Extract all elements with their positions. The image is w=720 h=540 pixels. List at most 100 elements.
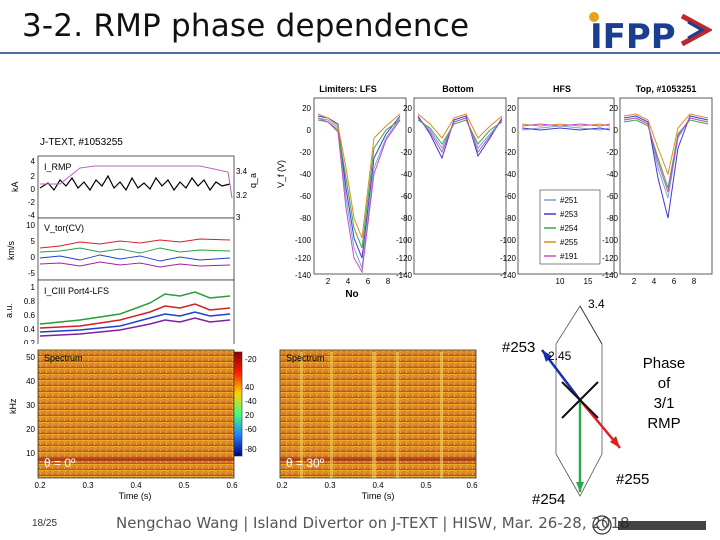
svg-text:5: 5 [31, 237, 36, 246]
svg-text:10: 10 [556, 277, 565, 286]
svg-text:0.3: 0.3 [82, 481, 94, 490]
svg-text:-60: -60 [400, 192, 412, 201]
svg-text:kHz: kHz [8, 398, 18, 414]
svg-text:-140: -140 [396, 271, 413, 280]
spectrum-panel-0 [37, 349, 235, 479]
svg-text:0.4: 0.4 [130, 481, 142, 490]
svg-text:θ = 30º: θ = 30º [286, 456, 325, 470]
svg-text:-40: -40 [400, 170, 412, 179]
timetrace-figure: J-TEXT, #1053255 I_RMP kA 4 2 0 -2 -4 3.… [0, 128, 270, 350]
svg-text:40: 40 [245, 383, 254, 392]
svg-text:0.6: 0.6 [466, 481, 478, 490]
svg-text:-100: -100 [602, 236, 619, 245]
svg-text:6: 6 [672, 277, 677, 286]
svg-text:15: 15 [584, 277, 593, 286]
svg-text:-60: -60 [245, 425, 257, 434]
svg-text:20: 20 [302, 104, 311, 113]
svg-text:of: of [658, 375, 671, 392]
svg-text:0.3: 0.3 [324, 481, 336, 490]
spectrum-panel-1 [279, 349, 477, 479]
svg-text:-5: -5 [28, 269, 36, 278]
svg-text:V_tor(CV): V_tor(CV) [44, 223, 84, 233]
svg-text:20: 20 [245, 411, 254, 420]
svg-text:kA: kA [10, 181, 20, 192]
phase-caption: Phase of 3/1 RMP [643, 355, 686, 432]
svg-text:Spectrum: Spectrum [286, 353, 325, 363]
svg-text:-100: -100 [295, 236, 312, 245]
svg-text:-60: -60 [299, 192, 311, 201]
svg-text:θ = 0º: θ = 0º [44, 456, 76, 470]
spectrum-figure: Spectrum θ = 0º kHz 50 40 30 20 10 0.2 0… [0, 344, 490, 504]
svg-text:1: 1 [31, 283, 36, 292]
label-255: #255 [616, 471, 649, 488]
svg-text:20: 20 [609, 104, 618, 113]
svg-text:0.5: 0.5 [420, 481, 432, 490]
svg-text:I_CIII Port4-LFS: I_CIII Port4-LFS [44, 286, 109, 296]
svg-text:0: 0 [614, 126, 619, 135]
svg-text:4: 4 [652, 277, 657, 286]
vf-panel-lfs [313, 97, 407, 275]
svg-text:6: 6 [366, 277, 371, 286]
svg-text:3/1: 3/1 [654, 395, 675, 412]
timetrace-title: J-TEXT, #1053255 [40, 137, 123, 148]
svg-text:3: 3 [236, 213, 241, 222]
svg-text:#191: #191 [560, 252, 578, 261]
svg-text:-100: -100 [500, 236, 517, 245]
svg-text:Spectrum: Spectrum [44, 353, 83, 363]
svg-text:Top, #1053251: Top, #1053251 [636, 84, 697, 94]
svg-text:-20: -20 [504, 148, 516, 157]
slide-title: 3-2. RMP phase dependence [22, 8, 470, 44]
svg-text:0.2: 0.2 [24, 339, 36, 348]
svg-text:-40: -40 [245, 397, 257, 406]
svg-text:50: 50 [26, 353, 35, 362]
svg-text:0.2: 0.2 [34, 481, 46, 490]
svg-text:20: 20 [26, 425, 35, 434]
svg-text:-20: -20 [245, 355, 257, 364]
svg-text:8: 8 [692, 277, 697, 286]
svg-text:-100: -100 [396, 236, 413, 245]
svg-text:RMP: RMP [647, 415, 680, 432]
svg-text:-4: -4 [28, 211, 36, 220]
svg-text:Time (s): Time (s) [119, 491, 152, 501]
svg-text:-120: -120 [602, 254, 619, 263]
svg-text:#254: #254 [560, 224, 578, 233]
title-underline [0, 52, 720, 54]
svg-text:2: 2 [31, 172, 36, 181]
svg-text:-120: -120 [396, 254, 413, 263]
label-253: #253 [502, 339, 535, 356]
page-number: 18/25 [32, 518, 58, 529]
svg-text:-40: -40 [606, 170, 618, 179]
svg-text:HFS: HFS [553, 84, 571, 94]
label-3-4: 3.4 [588, 297, 605, 311]
svg-text:IFPP: IFPP [590, 17, 676, 52]
svg-text:km/s: km/s [6, 241, 16, 260]
svg-text:0.4: 0.4 [372, 481, 384, 490]
cross-line-2 [561, 381, 599, 419]
svg-text:Time (s): Time (s) [362, 491, 395, 501]
svg-text:0: 0 [31, 185, 36, 194]
svg-text:3.4: 3.4 [236, 167, 248, 176]
svg-text:2: 2 [326, 277, 331, 286]
svg-text:0: 0 [31, 253, 36, 262]
vf-figure: Limiters: LFS Bottom HFS Top, #1053251 V… [270, 78, 716, 300]
svg-text:-20: -20 [606, 148, 618, 157]
label-254: #254 [532, 491, 565, 508]
svg-text:0: 0 [512, 126, 517, 135]
svg-text:-80: -80 [400, 214, 412, 223]
svg-text:#253: #253 [560, 210, 578, 219]
svg-text:8: 8 [386, 277, 391, 286]
svg-text:-80: -80 [245, 445, 257, 454]
svg-text:-20: -20 [400, 148, 412, 157]
svg-text:Limiters: LFS: Limiters: LFS [319, 84, 377, 94]
label-2-45: 2.45 [548, 349, 572, 363]
svg-text:20: 20 [403, 104, 412, 113]
svg-text:-140: -140 [295, 271, 312, 280]
svg-text:-120: -120 [500, 254, 517, 263]
svg-text:-80: -80 [299, 214, 311, 223]
svg-text:4: 4 [346, 277, 351, 286]
svg-text:V_f (V): V_f (V) [276, 160, 286, 188]
svg-text:q_a: q_a [248, 173, 258, 188]
irmp-label: I_RMP [44, 162, 72, 172]
svg-text:-40: -40 [299, 170, 311, 179]
svg-text:0.6: 0.6 [226, 481, 238, 490]
